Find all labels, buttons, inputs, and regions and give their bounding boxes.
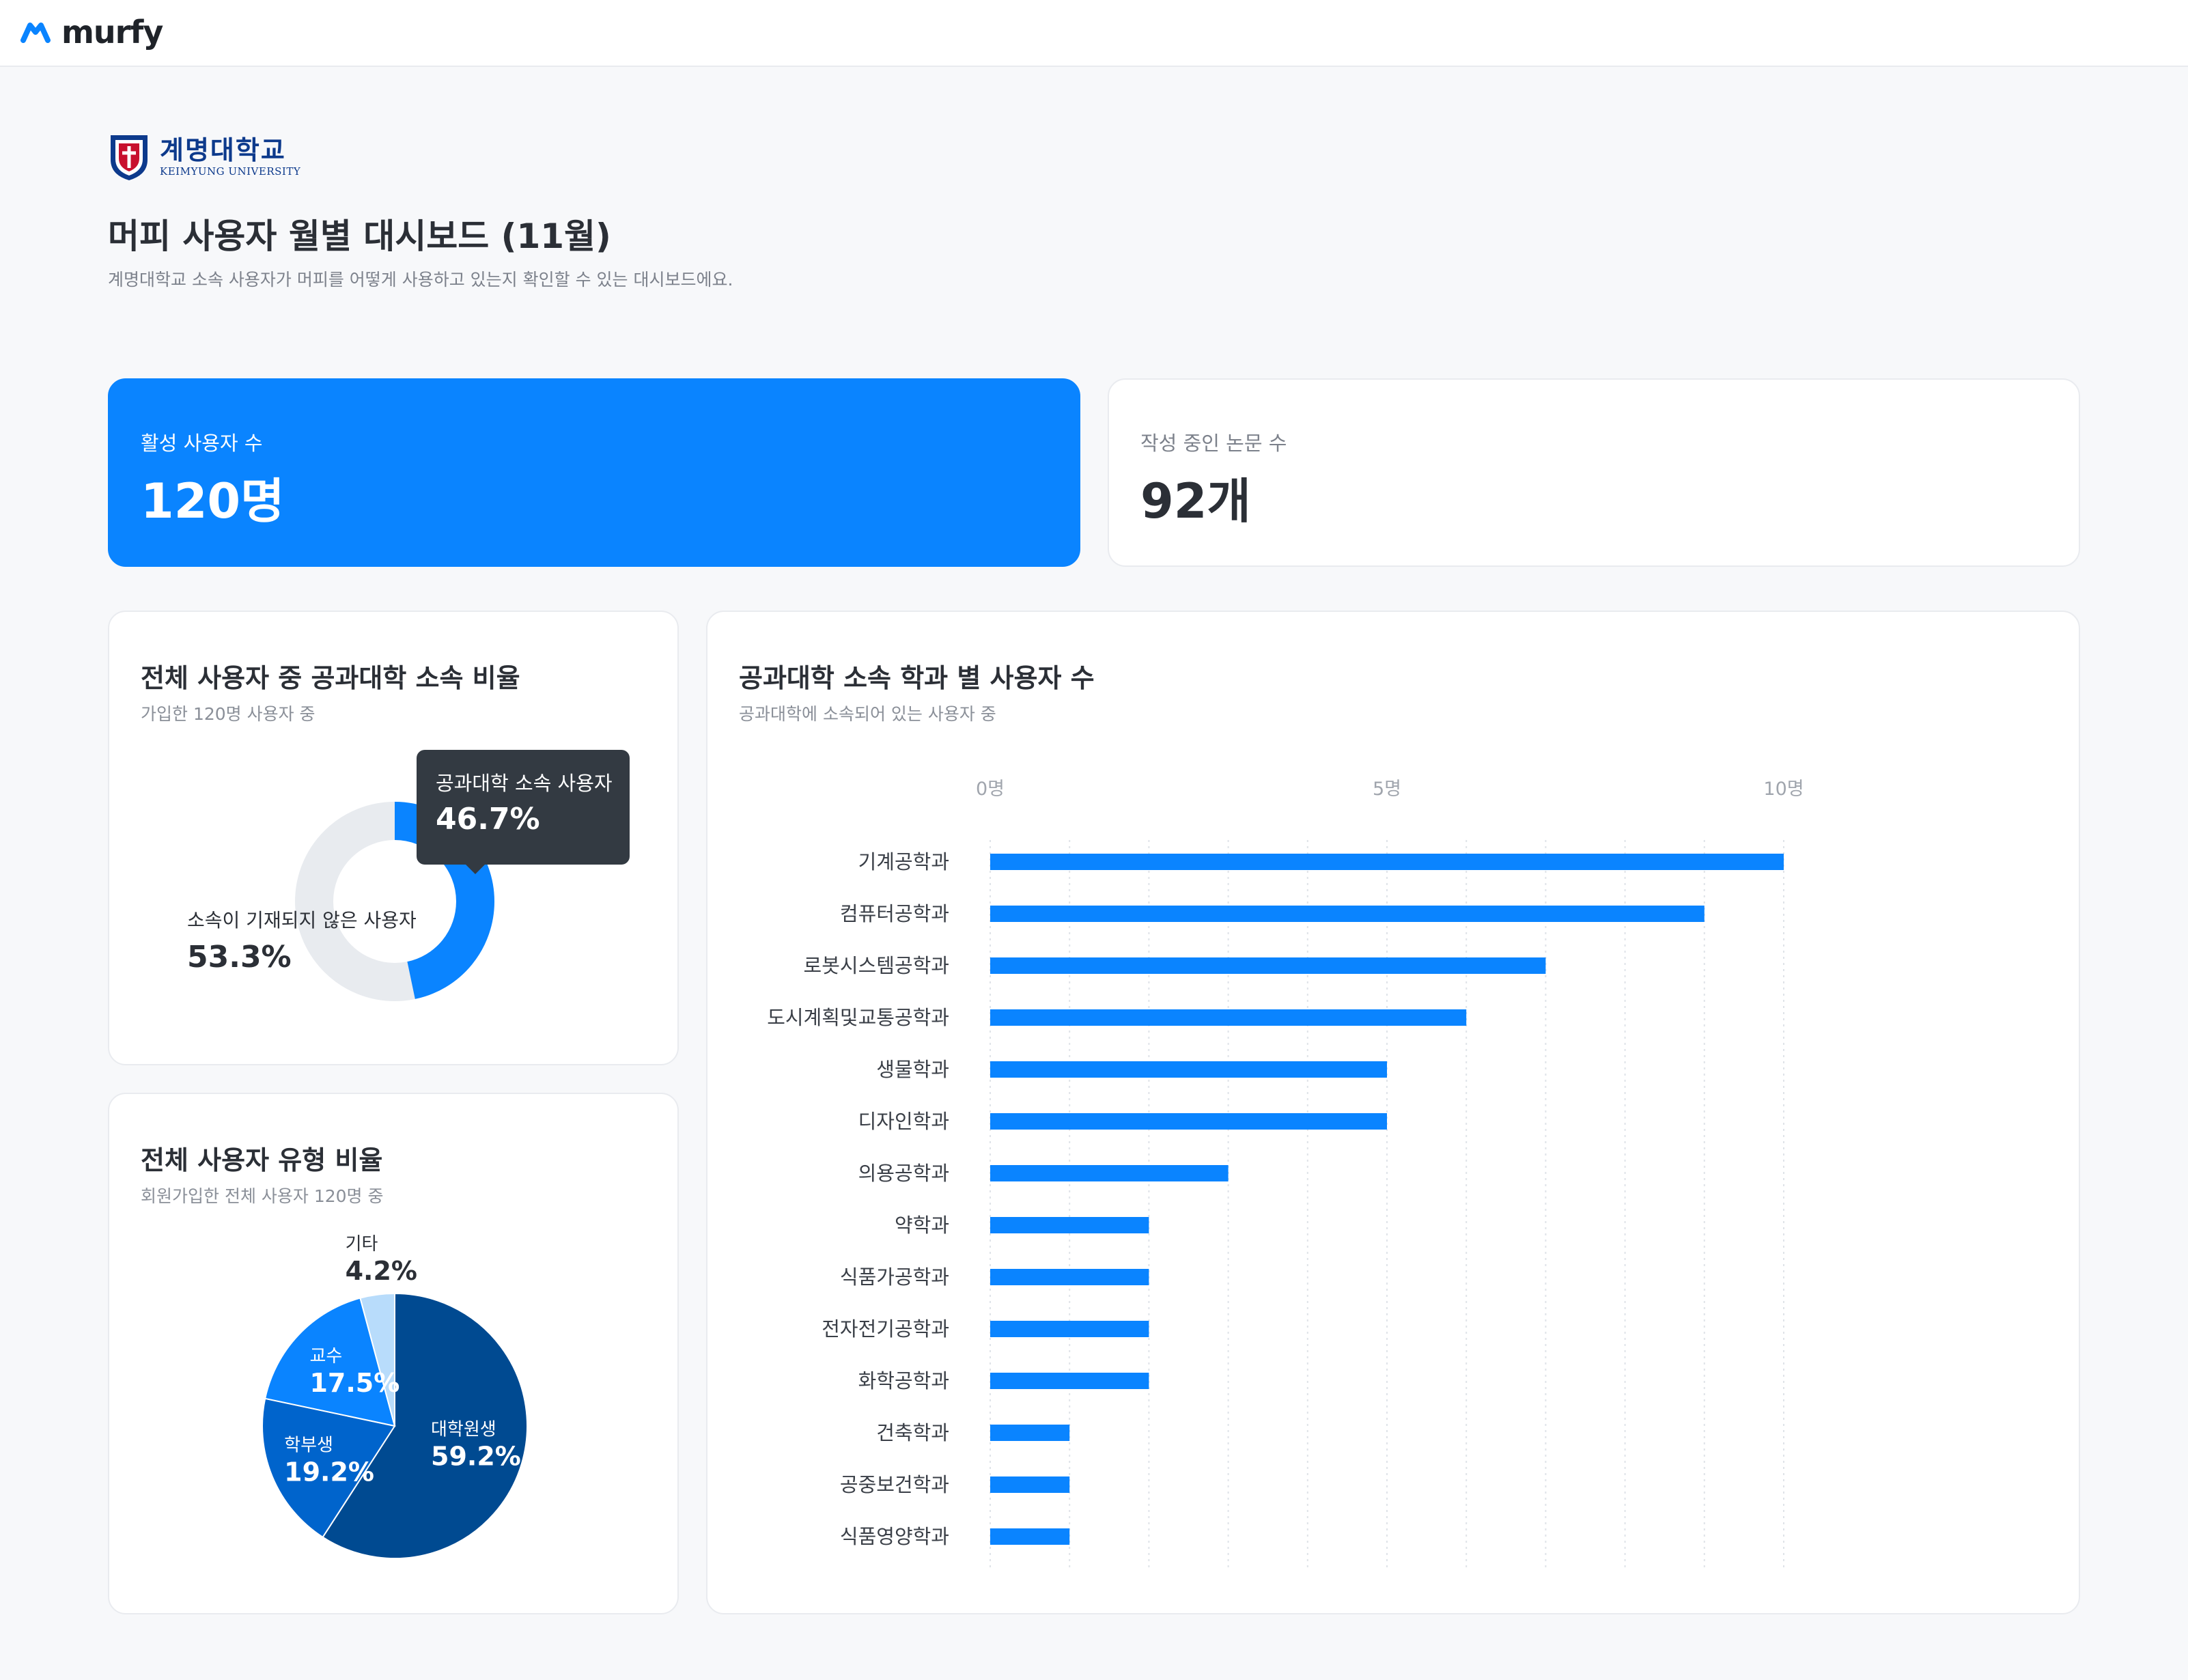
university-emblem-icon bbox=[111, 135, 148, 180]
bar-category-label: 식품영양학과 bbox=[840, 1525, 949, 1548]
bar-category-label: 로봇시스템공학과 bbox=[804, 954, 949, 977]
unaffiliated-label-group: 소속이 기재되지 않은 사용자 53.3% bbox=[187, 906, 417, 975]
bar[interactable] bbox=[990, 957, 1546, 974]
engineering-tooltip-label: 공과대학 소속 사용자 bbox=[436, 772, 613, 795]
bar[interactable] bbox=[990, 1217, 1149, 1233]
engineering-ratio-subtitle: 가입한 120명 사용자 중 bbox=[141, 704, 315, 724]
papers-label: 작성 중인 논문 수 bbox=[1140, 432, 1287, 455]
department-users-card: 공과대학 소속 학과 별 사용자 수 공과대학에 소속되어 있는 사용자 중 0… bbox=[706, 611, 2080, 1614]
bar-category-label: 컴퓨터공학과 bbox=[840, 902, 949, 925]
bar-category-label: 식품가공학과 bbox=[840, 1265, 949, 1289]
university-name-kr: 계명대학교 bbox=[160, 135, 286, 165]
brand[interactable]: murfy bbox=[20, 14, 163, 51]
pie-slice-other[interactable] bbox=[359, 1292, 395, 1427]
donut-slice-engineering[interactable] bbox=[295, 802, 494, 1001]
papers-card: 작성 중인 논문 수 92개 bbox=[1108, 378, 2080, 567]
murfy-logo-icon bbox=[20, 23, 51, 43]
x-tick-label: 10명 bbox=[1763, 779, 1804, 800]
engineering-ratio-title: 전체 사용자 중 공과대학 소속 비율 bbox=[141, 663, 520, 693]
university-name-en: KEIMYUNG UNIVERSITY bbox=[160, 165, 301, 178]
department-users-bar-chart: 0명 5명 10명기계공학과컴퓨터공학과로봇시스템공학과도시계획및교통공학과생물학과… bbox=[767, 779, 1804, 1571]
bar[interactable] bbox=[990, 854, 1784, 870]
active-users-card: 활성 사용자 수 120명 bbox=[108, 378, 1080, 567]
bar-category-label: 생물학과 bbox=[876, 1058, 949, 1081]
x-tick-label: 5명 bbox=[1373, 779, 1401, 800]
engineering-tooltip-value: 46.7% bbox=[436, 802, 540, 837]
pie-value-professor: 17.5% bbox=[309, 1368, 399, 1398]
bar-category-label: 도시계획및교통공학과 bbox=[767, 1006, 949, 1029]
bar[interactable] bbox=[990, 1321, 1149, 1337]
page-title: 머피 사용자 월별 대시보드 (11월) bbox=[108, 216, 611, 256]
engineering-tooltip: 공과대학 소속 사용자 46.7% bbox=[417, 750, 630, 874]
bar[interactable] bbox=[990, 1476, 1070, 1493]
unaffiliated-label: 소속이 기재되지 않은 사용자 bbox=[187, 909, 417, 932]
pie-label-undergrad: 학부생 bbox=[284, 1436, 333, 1456]
engineering-ratio-donut bbox=[295, 802, 494, 1001]
pie-slice-grad[interactable] bbox=[322, 1292, 528, 1559]
university-logo: 계명대학교 KEIMYUNG UNIVERSITY bbox=[108, 132, 300, 182]
bar[interactable] bbox=[990, 1061, 1387, 1078]
bar[interactable] bbox=[990, 1425, 1070, 1441]
pie-label-other: 기타 bbox=[346, 1234, 378, 1255]
pie-value-grad: 59.2% bbox=[431, 1441, 521, 1471]
bar[interactable] bbox=[990, 1528, 1070, 1545]
bar-category-label: 전자전기공학과 bbox=[822, 1317, 949, 1341]
x-tick-label: 0명 bbox=[976, 779, 1005, 800]
bar[interactable] bbox=[990, 1373, 1149, 1389]
bar-category-label: 공중보건학과 bbox=[840, 1473, 949, 1496]
bar-category-label: 디자인학과 bbox=[858, 1110, 949, 1133]
bar[interactable] bbox=[990, 1009, 1467, 1026]
bar[interactable] bbox=[990, 1113, 1387, 1130]
active-users-value: 120명 bbox=[141, 473, 285, 529]
bar[interactable] bbox=[990, 1269, 1149, 1285]
pie-value-undergrad: 19.2% bbox=[284, 1457, 374, 1487]
engineering-ratio-card: 전체 사용자 중 공과대학 소속 비율 가입한 120명 사용자 중 공과대학 … bbox=[108, 611, 679, 1065]
bar[interactable] bbox=[990, 1165, 1229, 1181]
active-users-label: 활성 사용자 수 bbox=[141, 432, 263, 455]
pie-slice-undergrad[interactable] bbox=[262, 1397, 396, 1539]
bar-category-label: 화학공학과 bbox=[858, 1369, 949, 1392]
user-type-subtitle: 회원가입한 전체 사용자 120명 중 bbox=[141, 1186, 384, 1206]
pie-label-grad: 대학원생 bbox=[431, 1419, 496, 1440]
top-bar: murfy bbox=[0, 0, 2188, 67]
papers-value: 92개 bbox=[1140, 473, 1251, 529]
page-description: 계명대학교 소속 사용자가 머피를 어떻게 사용하고 있는지 확인할 수 있는 … bbox=[108, 270, 733, 290]
bar-category-label: 약학과 bbox=[895, 1214, 949, 1237]
bar-category-label: 의용공학과 bbox=[858, 1162, 949, 1185]
bar-category-label: 기계공학과 bbox=[858, 850, 949, 873]
user-type-card: 전체 사용자 유형 비율 회원가입한 전체 사용자 120명 중 대학원생 59.… bbox=[108, 1093, 679, 1614]
bar[interactable] bbox=[990, 906, 1705, 922]
bar-category-label: 건축학과 bbox=[876, 1421, 949, 1444]
unaffiliated-value: 53.3% bbox=[187, 940, 292, 975]
department-users-title: 공과대학 소속 학과 별 사용자 수 bbox=[739, 663, 1095, 693]
department-users-subtitle: 공과대학에 소속되어 있는 사용자 중 bbox=[739, 704, 996, 724]
pie-label-professor: 교수 bbox=[309, 1346, 342, 1367]
pie-value-other: 4.2% bbox=[346, 1256, 417, 1286]
brand-name: murfy bbox=[61, 14, 163, 51]
user-type-title: 전체 사용자 유형 비율 bbox=[141, 1145, 383, 1175]
pie-slice-professor[interactable] bbox=[264, 1297, 396, 1427]
